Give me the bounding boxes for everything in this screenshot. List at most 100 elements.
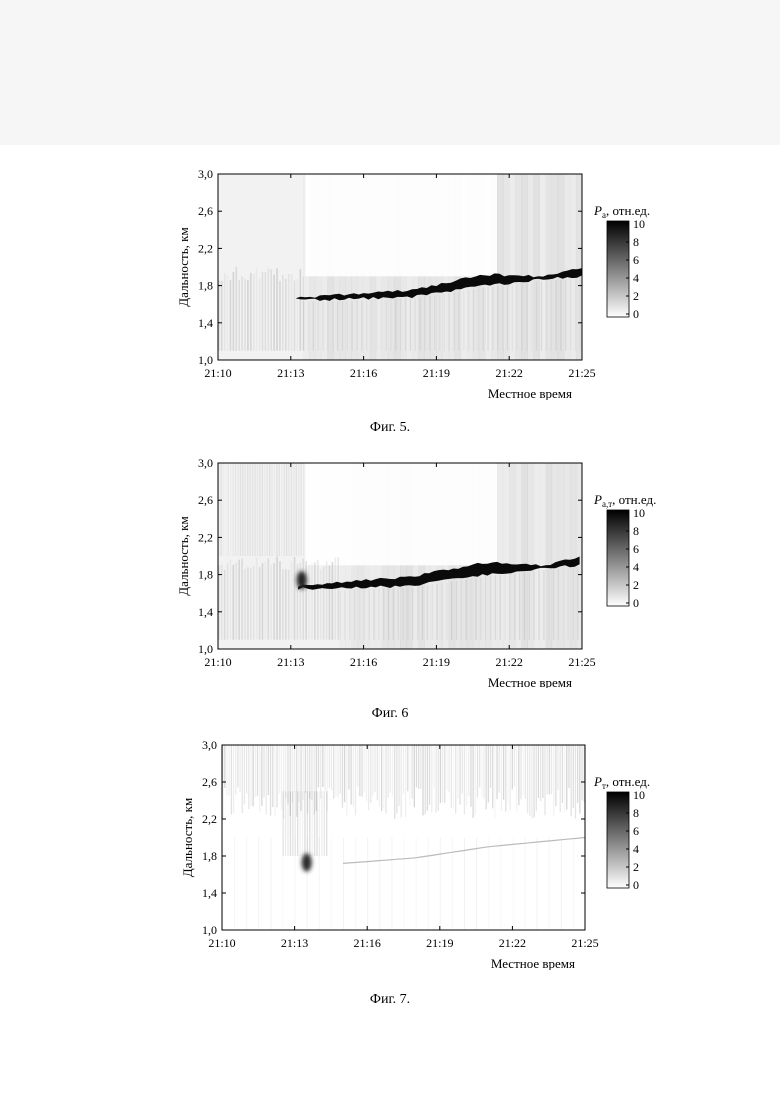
fig7-noise-column <box>574 745 577 819</box>
fig5-haze-column <box>252 274 255 351</box>
fig5-haze-column <box>299 269 302 351</box>
fig7-faint-column <box>234 837 236 930</box>
fig7-noise-column <box>224 745 226 789</box>
fig7-noise-column <box>302 745 304 800</box>
fig7-noise-column <box>346 745 348 816</box>
fig7-noise-column <box>446 745 448 791</box>
fig6-colorbar-label: Pа,т, отн.ед. <box>593 492 656 509</box>
fig7-noise-column <box>542 745 544 799</box>
fig5-x-axis-label: Местное время <box>488 386 572 400</box>
fig7-aerosol-plume <box>301 853 312 872</box>
fig7-noise-column <box>481 745 483 797</box>
fig7-noise-column <box>343 745 346 803</box>
fig7-noise-column <box>370 745 372 804</box>
fig5-colorbar-label: Pа, отн.ед. <box>593 203 650 220</box>
fig6-noise-column <box>288 463 290 556</box>
fig5-haze-column <box>218 280 220 351</box>
fig7-noise-column <box>357 745 359 787</box>
fig7-noise-column <box>441 745 444 803</box>
fig7-noise-column <box>507 745 509 803</box>
fig6-haze-column <box>378 588 380 640</box>
fig7-noise-column <box>276 745 278 808</box>
fig7-plot-area <box>222 745 585 930</box>
fig6-noise-column <box>278 463 280 556</box>
fig7-noise-column <box>316 791 318 856</box>
fig6-haze-column <box>397 588 399 640</box>
fig7-plot-frame <box>221 744 586 931</box>
fig6-haze-column <box>255 557 258 640</box>
fig5-haze-column <box>370 300 373 351</box>
fig7-noise-column <box>415 745 418 788</box>
fig7-noise-column <box>294 791 296 856</box>
fig7-noise-column <box>378 745 381 807</box>
fig7-noise-column <box>391 745 394 797</box>
fig7-noise-column <box>304 745 307 793</box>
fig6-haze-column <box>232 564 235 640</box>
fig7-y-tick-label: 2,6 <box>202 775 217 789</box>
fig5-haze-column <box>492 286 494 351</box>
fig5-haze-column <box>312 301 315 351</box>
fig6-noise-column <box>237 463 239 556</box>
fig6-haze-column <box>436 583 438 640</box>
fig6-haze-column <box>270 564 273 640</box>
fig7-noise-column <box>450 745 452 809</box>
fig5-haze-column <box>361 300 363 351</box>
fig7-y-tick-label: 2,2 <box>202 812 217 826</box>
fig7-noise-column <box>581 745 583 801</box>
fig7-noise-column <box>245 745 248 794</box>
fig7-noise-column <box>496 745 498 800</box>
fig6-haze-column <box>296 564 299 640</box>
fig6-haze-column <box>241 558 243 640</box>
fig7-noise-column <box>372 745 374 796</box>
fig7-noise-column <box>228 745 230 796</box>
fig6-haze-column <box>337 556 339 640</box>
fig7-noise-column <box>282 791 284 856</box>
fig5-haze-column <box>226 275 229 351</box>
fig7-noise-column <box>280 745 283 810</box>
fig7-noise-column <box>583 745 585 802</box>
fig5-haze-column <box>453 292 455 351</box>
fig7-faint-column <box>439 837 441 930</box>
fig7-noise-column <box>287 745 289 804</box>
fig6-haze-column <box>572 567 574 640</box>
fig7-faint-column <box>464 837 465 930</box>
fig7-noise-column <box>518 745 520 806</box>
fig6-clear-zone <box>305 463 498 566</box>
fig7-noise-column <box>433 745 435 788</box>
fig7-noise-column <box>535 745 537 812</box>
fig5-colorbar-subscript: а <box>602 210 606 220</box>
fig6-noise-column <box>273 463 276 556</box>
fig6-haze-column <box>302 558 305 640</box>
fig5-haze-column <box>400 299 402 351</box>
fig6-haze-column <box>267 558 270 640</box>
fig5-haze-column <box>250 272 252 351</box>
fig7-noise-column <box>418 745 420 789</box>
fig7-noise-column <box>301 791 304 856</box>
fig7-noise-column <box>239 745 241 793</box>
fig7-noise-column <box>544 745 546 816</box>
fig7-noise-column <box>431 745 433 813</box>
fig5-haze-column <box>472 289 475 351</box>
fig7-noise-column <box>479 745 481 788</box>
fig5-haze-column <box>290 274 293 351</box>
fig7-noise-column <box>321 791 323 856</box>
fig7-noise-column <box>529 745 531 816</box>
fig5-haze-column <box>477 288 480 351</box>
fig5-haze-column <box>380 299 382 351</box>
fig7-noise-column <box>522 745 524 795</box>
fig5-haze-column <box>516 284 518 351</box>
fig5-haze-column <box>458 291 460 351</box>
fig5-haze-column <box>535 281 538 351</box>
fig7-noise-column <box>363 745 365 793</box>
fig5-haze-column <box>390 299 392 351</box>
fig7-noise-column <box>455 745 457 814</box>
fig7-noise-column <box>252 745 254 807</box>
fig6-haze-column <box>299 562 302 640</box>
fig6-colorbar-tick-label: 6 <box>633 542 639 556</box>
fig7-faint-column <box>330 837 332 930</box>
fig7-noise-column <box>531 745 533 819</box>
fig5-y-tick-label: 3,0 <box>198 167 213 181</box>
fig6-bg-column <box>527 463 534 649</box>
fig5-haze-column <box>346 301 349 351</box>
figure-7: 21:10 21:13 21:16 21:19 21:22 21:25 1,0 1,4 1,8 2… <box>0 730 780 1020</box>
